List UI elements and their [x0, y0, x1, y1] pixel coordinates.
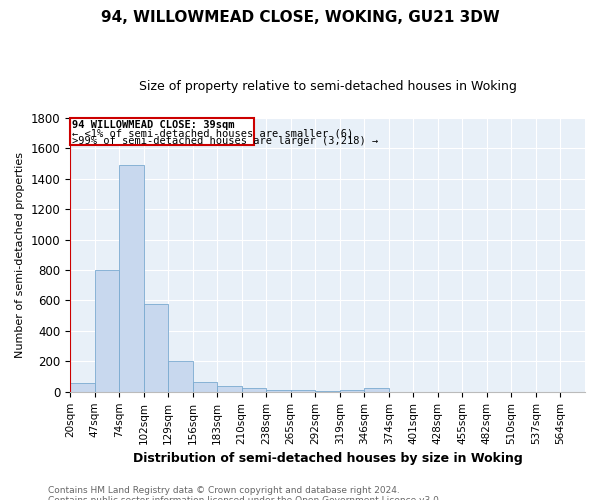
Bar: [70, 384, 95, 392]
Bar: [143, 304, 168, 392]
Bar: [242, 388, 266, 392]
Text: 94, WILLOWMEAD CLOSE, WOKING, GU21 3DW: 94, WILLOWMEAD CLOSE, WOKING, GU21 3DW: [101, 10, 499, 25]
Bar: [95, 270, 119, 392]
Text: 94 WILLOWMEAD CLOSE: 39sqm: 94 WILLOWMEAD CLOSE: 39sqm: [72, 120, 235, 130]
Bar: [266, 390, 291, 392]
Title: Size of property relative to semi-detached houses in Woking: Size of property relative to semi-detach…: [139, 80, 517, 93]
FancyBboxPatch shape: [70, 118, 254, 145]
Bar: [315, 391, 340, 392]
Bar: [193, 382, 217, 392]
X-axis label: Distribution of semi-detached houses by size in Woking: Distribution of semi-detached houses by …: [133, 452, 523, 465]
Bar: [340, 390, 364, 392]
Text: ← <1% of semi-detached houses are smaller (6): ← <1% of semi-detached houses are smalle…: [72, 128, 353, 138]
Text: Contains HM Land Registry data © Crown copyright and database right 2024.: Contains HM Land Registry data © Crown c…: [48, 486, 400, 495]
Text: >99% of semi-detached houses are larger (3,218) →: >99% of semi-detached houses are larger …: [72, 136, 378, 146]
Bar: [291, 390, 315, 392]
Bar: [168, 362, 193, 392]
Y-axis label: Number of semi-detached properties: Number of semi-detached properties: [15, 152, 25, 358]
Text: Contains public sector information licensed under the Open Government Licence v3: Contains public sector information licen…: [48, 496, 442, 500]
Bar: [119, 165, 143, 392]
Bar: [217, 386, 242, 392]
Bar: [364, 388, 389, 392]
